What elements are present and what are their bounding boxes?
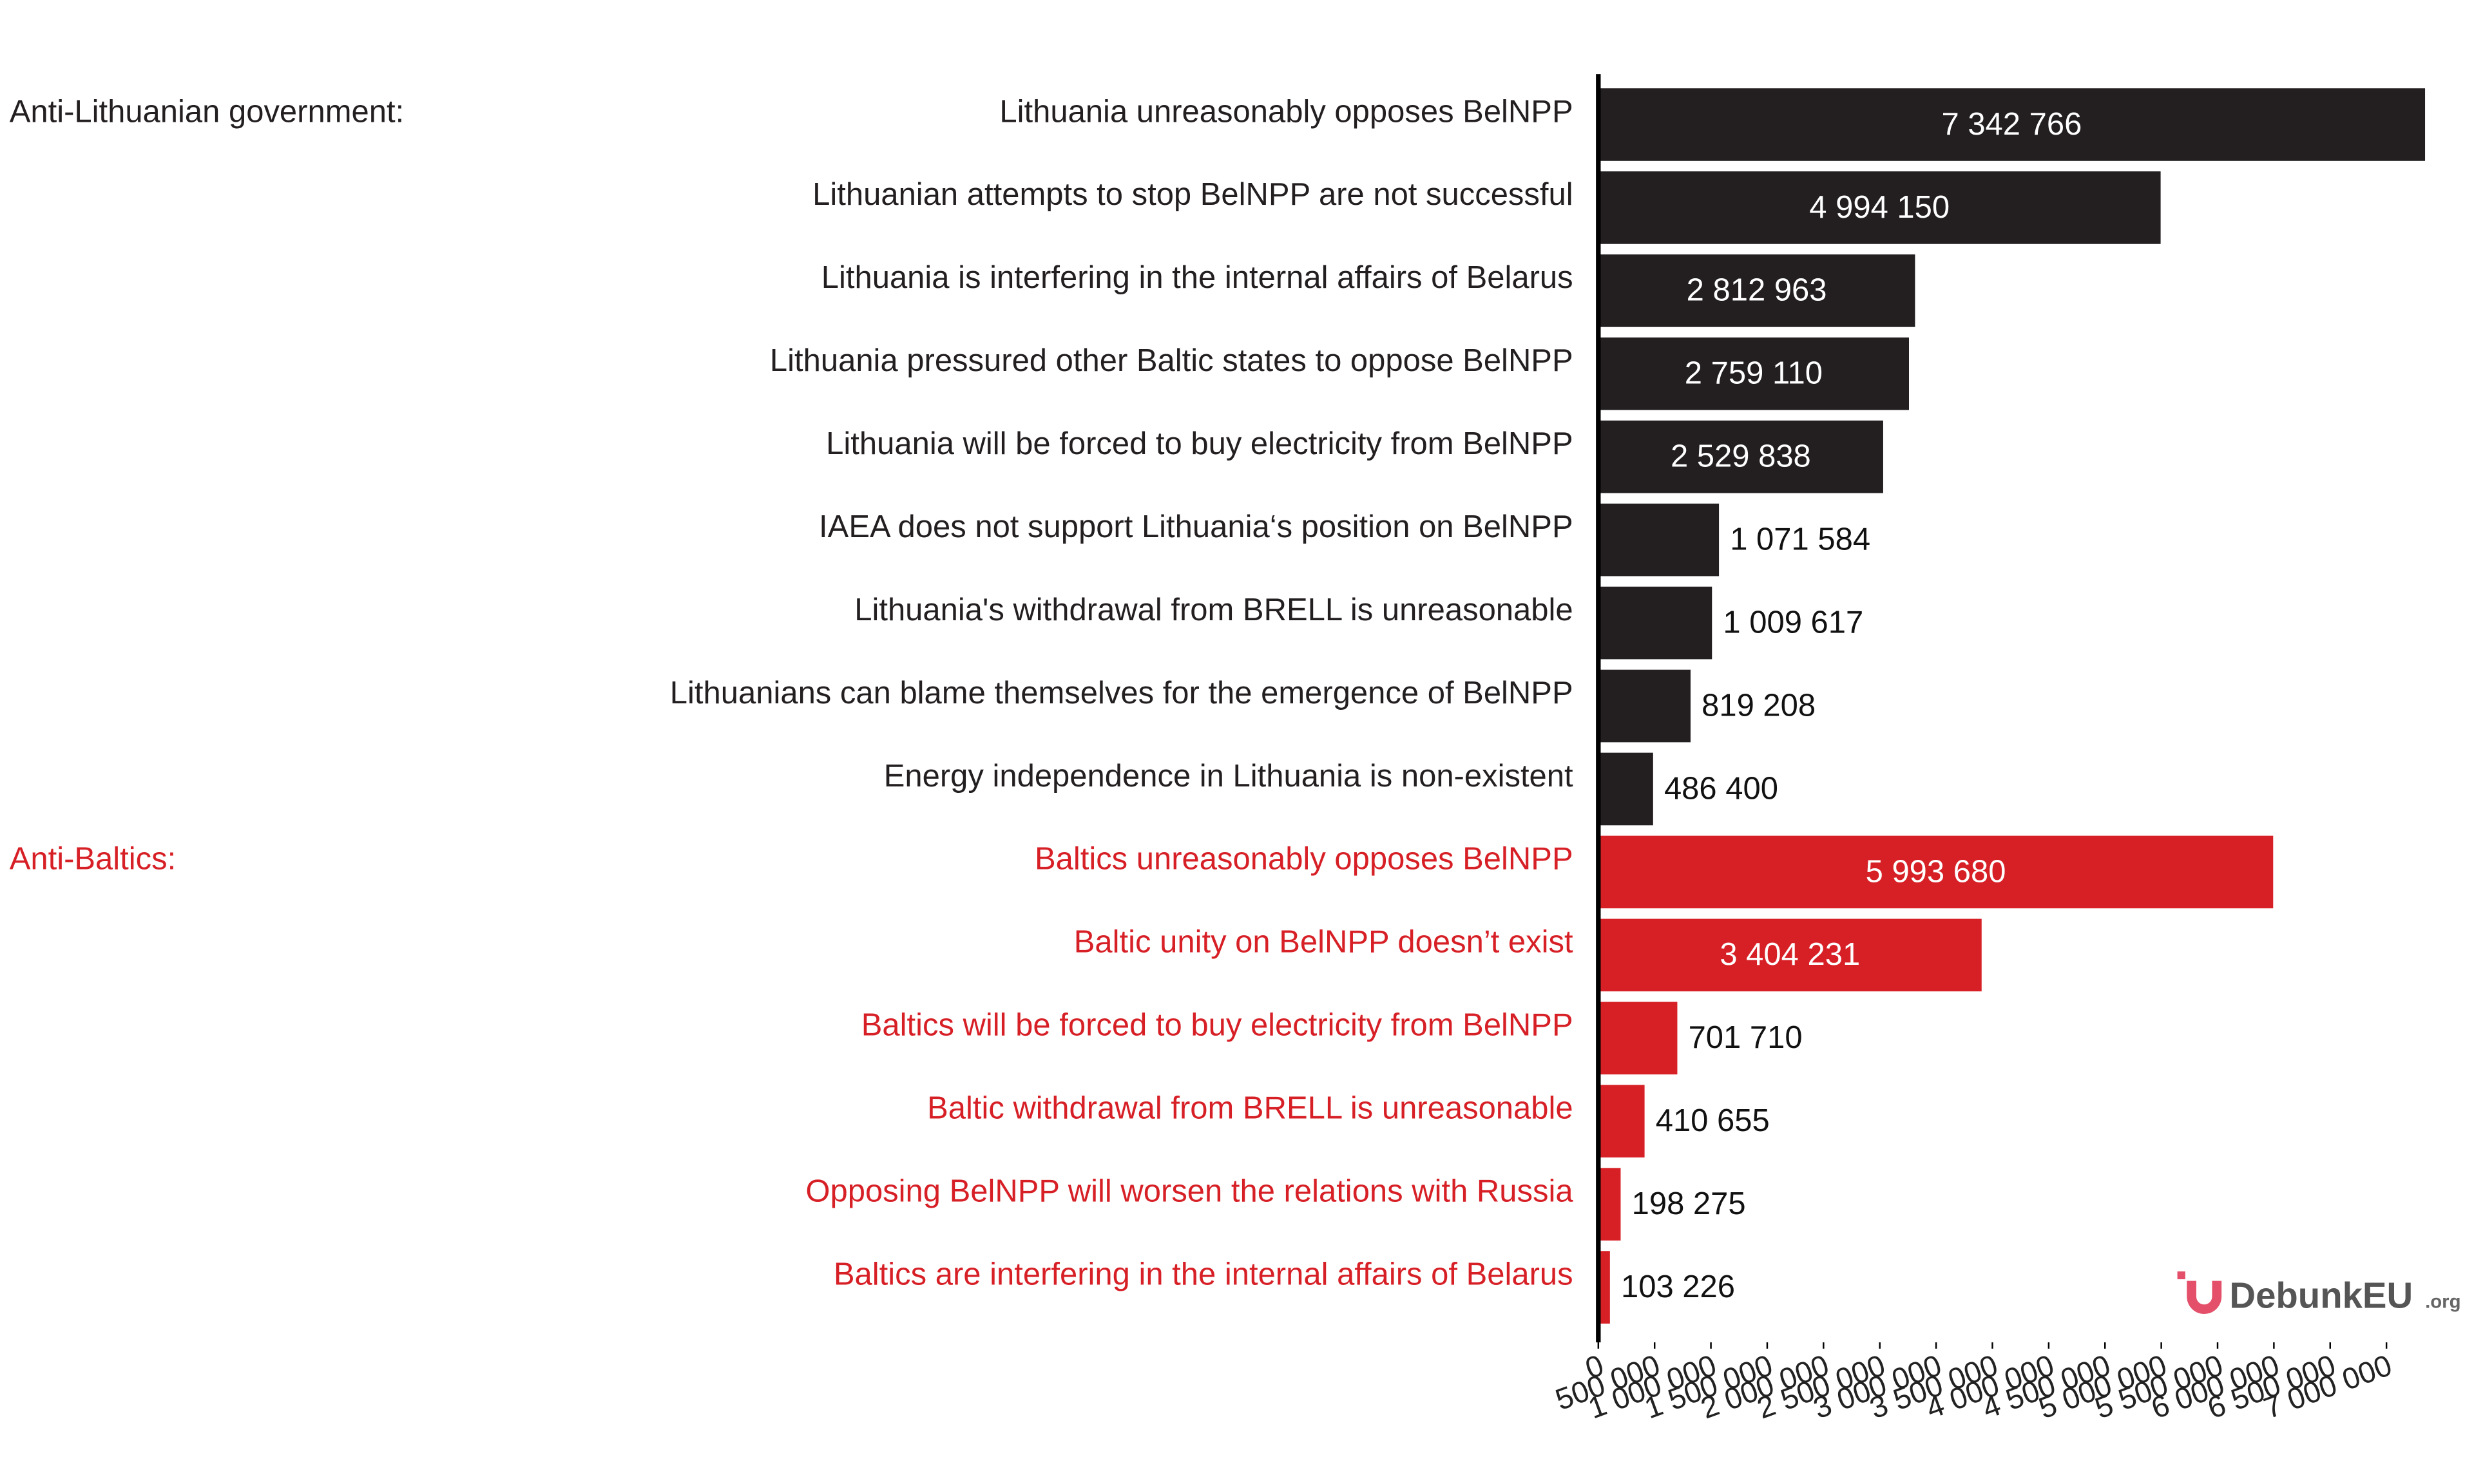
bar — [1598, 835, 2274, 909]
logo: DebunkEU .org — [2177, 1271, 2461, 1315]
bar — [1598, 586, 1712, 660]
value-label: 2 812 963 — [1687, 273, 1827, 308]
y-tick-label: Baltics will be forced to buy electricit… — [861, 1008, 1573, 1043]
y-tick-label: Energy independence in Lithuania is non-… — [884, 759, 1573, 794]
y-tick-label: Baltic unity on BelNPP doesn’t exist — [1074, 925, 1573, 960]
y-tick-label: Lithuanians can blame themselves for the… — [670, 676, 1573, 710]
bar — [1598, 337, 1909, 410]
bar — [1598, 918, 1982, 992]
bar — [1598, 1002, 1678, 1075]
value-label: 4 994 150 — [1809, 190, 1950, 225]
logo-text: DebunkEU — [2229, 1275, 2413, 1315]
logo-icon — [2177, 1271, 2185, 1280]
bar — [1598, 503, 1720, 576]
bar — [1598, 88, 2426, 161]
y-tick-label: Lithuania pressured other Baltic states … — [770, 343, 1573, 378]
bar — [1598, 420, 1883, 493]
group-label: Anti-Baltics: — [10, 842, 177, 877]
value-label: 410 655 — [1656, 1103, 1770, 1138]
y-tick-label: Lithuania will be forced to buy electric… — [826, 426, 1573, 461]
y-tick-label: Baltics unreasonably opposes BelNPP — [1035, 842, 1573, 877]
value-label: 103 226 — [1621, 1270, 1735, 1304]
logo-suffix: .org — [2425, 1291, 2460, 1313]
value-label: 701 710 — [1689, 1020, 1803, 1055]
y-tick-label: Lithuania unreasonably opposes BelNPP — [999, 94, 1573, 129]
value-label: 486 400 — [1664, 771, 1778, 806]
y-tick-label: Baltic withdrawal from BRELL is unreason… — [927, 1091, 1573, 1126]
y-tick-label: Lithuania is interfering in the internal… — [821, 260, 1573, 295]
value-label: 1 009 617 — [1723, 605, 1863, 640]
bar — [1598, 669, 1691, 743]
bar — [1598, 254, 1915, 327]
value-label: 3 404 231 — [1720, 937, 1860, 972]
y-tick-label: Lithuania's withdrawal from BRELL is unr… — [854, 593, 1573, 627]
group-label: Anti-Lithuanian government: — [10, 94, 405, 129]
value-label: 5 993 680 — [1866, 854, 2006, 889]
value-label: 2 759 110 — [1685, 356, 1823, 391]
value-label: 198 275 — [1632, 1186, 1746, 1221]
bar — [1598, 171, 2161, 244]
y-tick-label: IAEA does not support Lithuania‘s positi… — [819, 509, 1573, 544]
bar — [1598, 1251, 1610, 1324]
y-tick-label: Lithuanian attempts to stop BelNPP are n… — [812, 177, 1573, 212]
bar — [1598, 752, 1653, 826]
value-label: 1 071 584 — [1730, 522, 1870, 557]
value-label: 7 342 766 — [1941, 107, 2082, 142]
value-label: 2 529 838 — [1671, 439, 1811, 474]
bar — [1598, 1168, 1621, 1241]
y-tick-label: Baltics are interfering in the internal … — [834, 1257, 1573, 1291]
y-tick-label: Opposing BelNPP will worsen the relation… — [805, 1174, 1573, 1208]
value-label: 819 208 — [1702, 688, 1816, 723]
bar — [1598, 1085, 1645, 1158]
logo-icon — [2187, 1280, 2222, 1314]
